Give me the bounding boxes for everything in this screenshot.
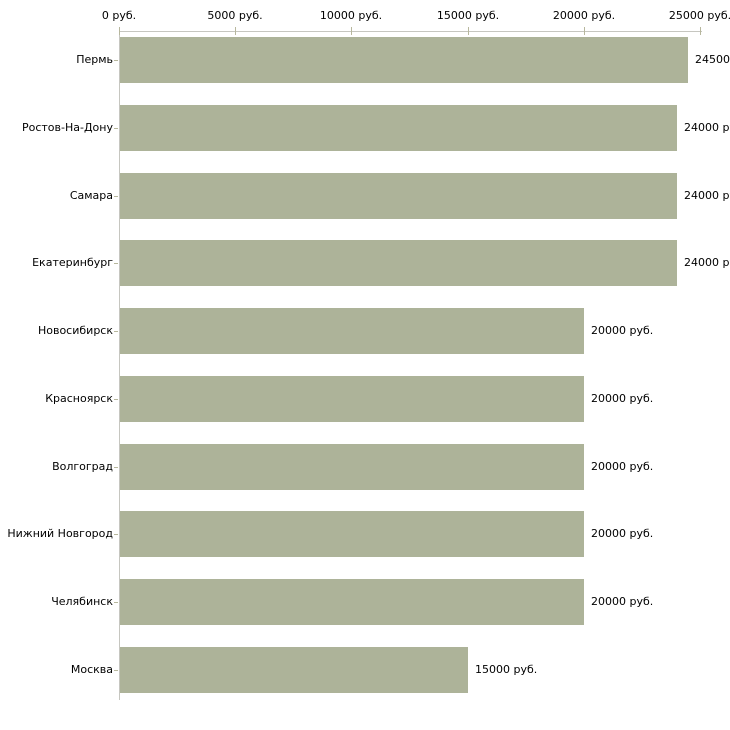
y-axis-tick-mark xyxy=(114,467,118,468)
category-label: Пермь xyxy=(76,53,113,66)
bar xyxy=(120,308,584,354)
x-axis-tick-mark xyxy=(235,27,236,35)
x-axis-tick-mark xyxy=(584,27,585,35)
y-axis-line xyxy=(119,31,120,700)
bar xyxy=(120,579,584,625)
bar xyxy=(120,37,688,83)
value-label: 20000 руб. xyxy=(591,460,654,473)
category-label: Новосибирск xyxy=(37,324,113,337)
category-label: Москва xyxy=(70,663,113,676)
x-axis-tick-mark xyxy=(351,27,352,35)
x-axis-tick-label: 0 руб. xyxy=(101,9,137,22)
category-label: Самара xyxy=(69,189,113,202)
value-label: 24500 руб. xyxy=(695,53,730,66)
x-axis-tick-label: 20000 руб. xyxy=(552,9,616,22)
value-label: 24000 руб. xyxy=(684,256,730,269)
bar xyxy=(120,376,584,422)
bar xyxy=(120,647,468,693)
y-axis-tick-mark xyxy=(114,128,118,129)
category-label: Нижний Новгород xyxy=(7,527,113,540)
category-label: Волгоград xyxy=(52,460,113,473)
x-axis-tick-mark xyxy=(468,27,469,35)
value-label: 20000 руб. xyxy=(591,324,654,337)
bar xyxy=(120,105,677,151)
bar xyxy=(120,240,677,286)
y-axis-tick-mark xyxy=(114,602,118,603)
y-axis-tick-mark xyxy=(114,60,118,61)
category-label: Челябинск xyxy=(51,595,113,608)
bar xyxy=(120,444,584,490)
y-axis-tick-mark xyxy=(114,263,118,264)
y-axis-tick-mark xyxy=(114,196,118,197)
value-label: 20000 руб. xyxy=(591,595,654,608)
y-axis-tick-mark xyxy=(114,534,118,535)
value-label: 20000 руб. xyxy=(591,392,654,405)
x-axis-tick-label: 25000 руб. xyxy=(668,9,730,22)
x-axis-tick-mark xyxy=(700,27,701,35)
value-label: 20000 руб. xyxy=(591,527,654,540)
category-label: Ростов-На-Дону xyxy=(21,121,113,134)
value-label: 24000 руб. xyxy=(684,189,730,202)
x-axis-line xyxy=(119,31,702,32)
x-axis-tick-label: 5000 руб. xyxy=(207,9,263,22)
y-axis-tick-mark xyxy=(114,399,118,400)
value-label: 24000 руб. xyxy=(684,121,730,134)
y-axis-tick-mark xyxy=(114,331,118,332)
value-label: 15000 руб. xyxy=(475,663,538,676)
category-label: Красноярск xyxy=(45,392,113,405)
x-axis-tick-mark xyxy=(119,27,120,35)
x-axis-tick-label: 10000 руб. xyxy=(319,9,383,22)
bar xyxy=(120,511,584,557)
y-axis-tick-mark xyxy=(114,670,118,671)
x-axis-tick-label: 15000 руб. xyxy=(436,9,500,22)
bar xyxy=(120,173,677,219)
category-label: Екатеринбург xyxy=(32,256,113,269)
